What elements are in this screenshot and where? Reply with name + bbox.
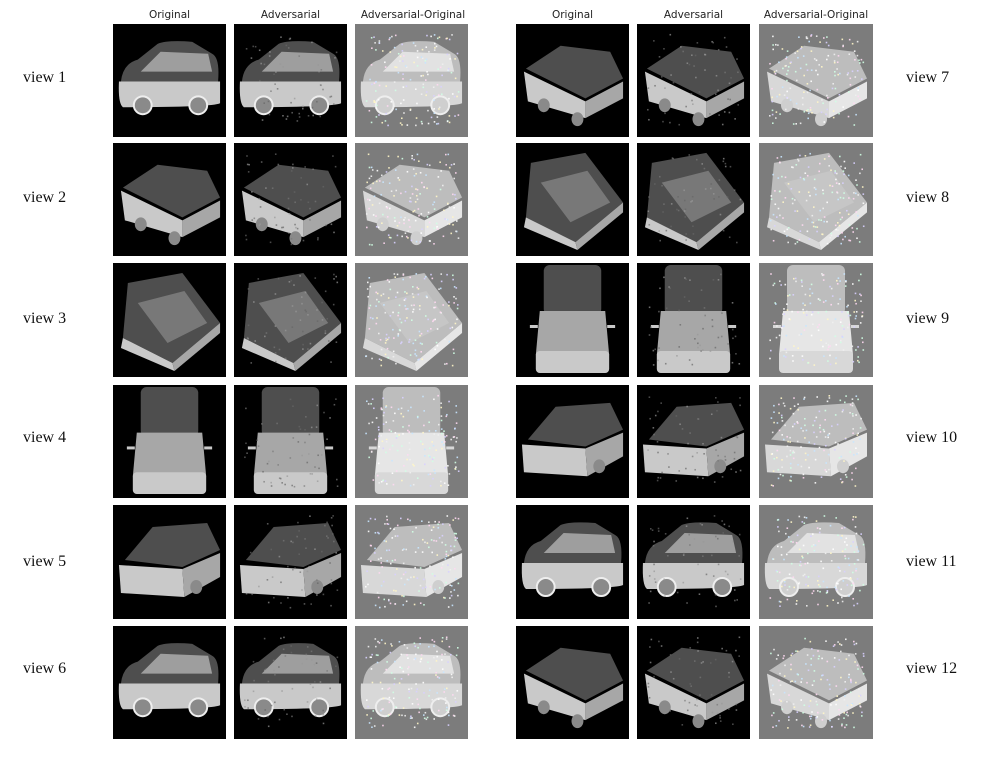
adversarial-image [637,505,750,619]
view-label: view 4 [23,429,67,446]
adversarial-image [637,263,750,377]
difference-image [759,24,873,137]
view-label: view 11 [906,553,957,570]
header-original-left: Original [148,9,191,21]
view-label: view 2 [23,189,67,206]
adversarial-image [234,24,347,137]
original-image [516,626,629,739]
adversarial-image [234,626,347,739]
view-label: view 12 [906,660,958,677]
original-image [516,505,629,619]
difference-image [355,505,468,619]
difference-image [355,263,468,377]
original-image [113,263,226,377]
original-image [113,143,226,256]
difference-image [355,626,468,739]
original-image [516,385,629,498]
difference-image [759,385,873,498]
header-adversarial-left: Adversarial [260,9,321,21]
header-original-right: Original [551,9,594,21]
view-label: view 10 [906,429,958,446]
difference-image [355,24,468,137]
original-image [516,24,629,137]
header-adversarial-right: Adversarial [663,9,724,21]
header-difference-left: Adversarial-Original [360,9,466,21]
view-label: view 3 [23,310,67,327]
header-difference-right: Adversarial-Original [763,9,869,21]
difference-image [759,263,873,377]
difference-image [355,143,468,256]
adversarial-image [234,143,347,256]
original-image [113,24,226,137]
adversarial-image [234,505,347,619]
original-image [516,143,629,256]
original-image [516,263,629,377]
view-label: view 8 [906,189,950,206]
view-label: view 6 [23,660,67,677]
difference-image [759,626,873,739]
original-image [113,505,226,619]
view-label: view 9 [906,310,950,327]
view-label: view 5 [23,553,67,570]
adversarial-image [234,263,347,377]
adversarial-image [234,385,347,498]
view-label: view 7 [906,69,950,86]
adversarial-image [637,626,750,739]
adversarial-image [637,24,750,137]
adversarial-image [637,143,750,256]
adversarial-image [637,385,750,498]
difference-image [759,505,873,619]
difference-image [355,385,468,498]
original-image [113,626,226,739]
difference-image [759,143,873,256]
view-label: view 1 [23,69,67,86]
original-image [113,385,226,498]
